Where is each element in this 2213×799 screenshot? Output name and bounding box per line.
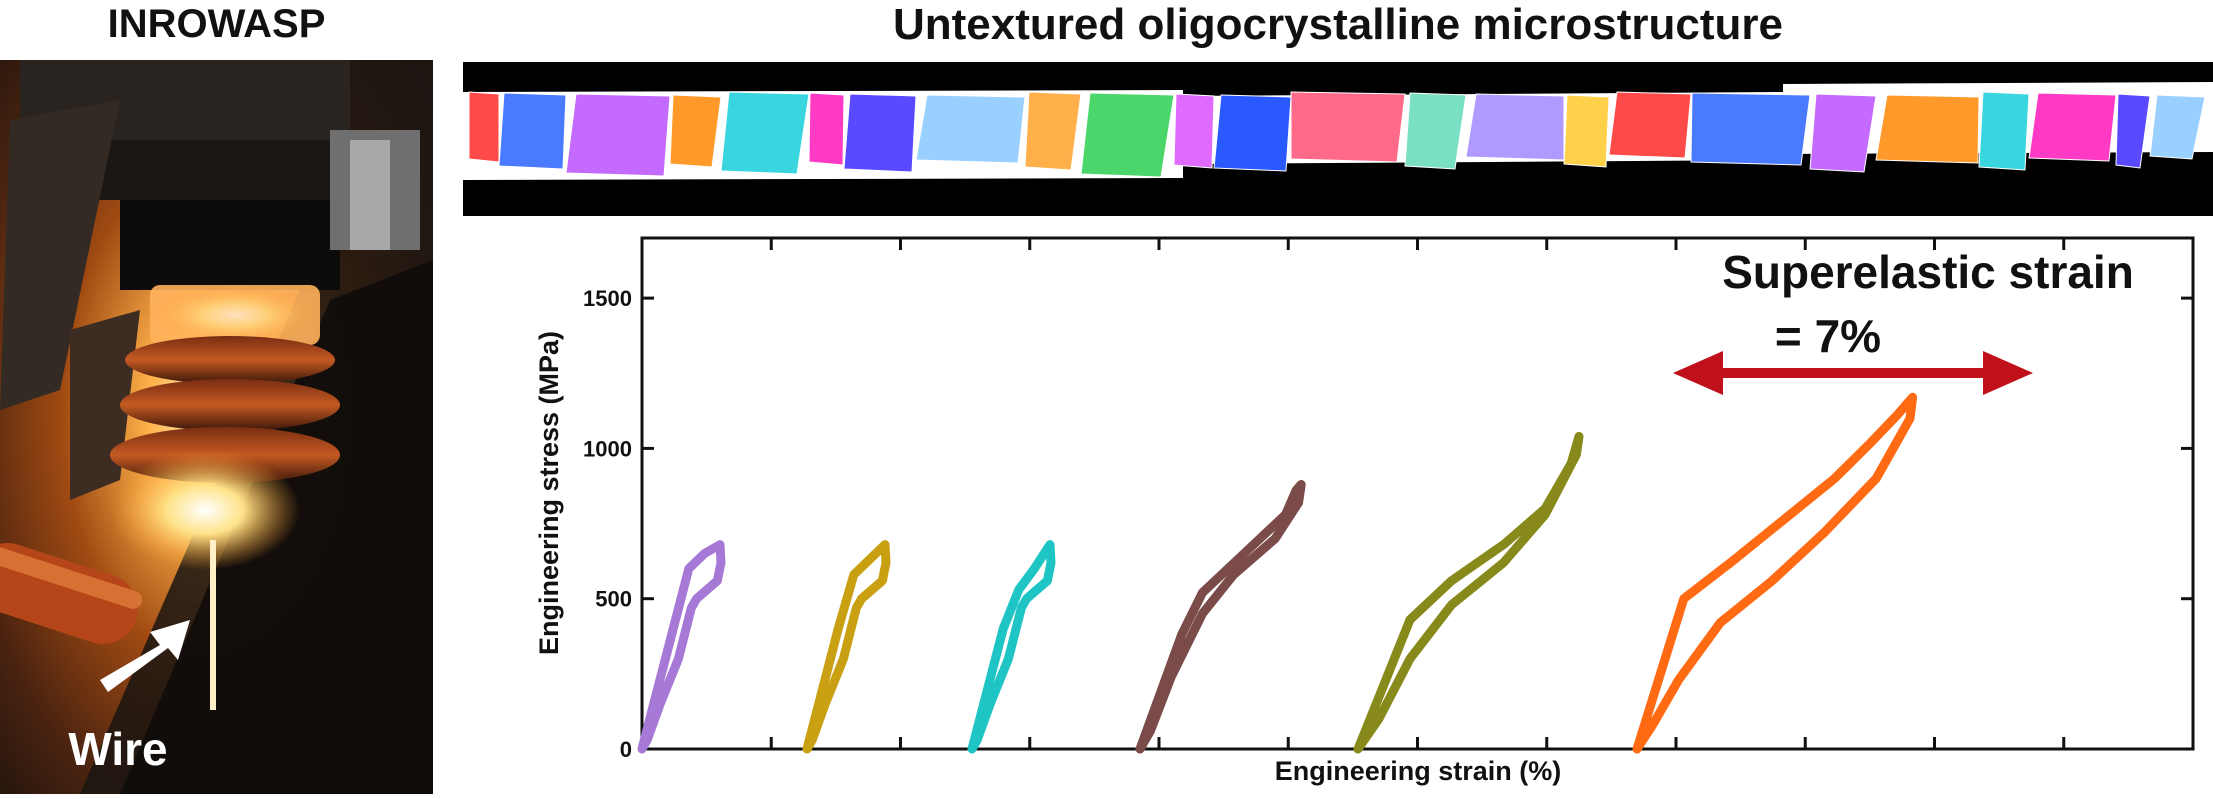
y-tick-label: 500 xyxy=(595,587,632,612)
microstructure-image xyxy=(463,62,2213,216)
stress-strain-chart: 0 500 1000 1500 Engineering stress (MPa) En… xyxy=(463,220,2213,794)
annotation-line2: = 7% xyxy=(1775,310,1881,362)
grain xyxy=(843,93,917,173)
grain xyxy=(1690,92,1811,166)
grain xyxy=(1024,91,1082,171)
grain xyxy=(915,94,1026,164)
wire-label: Wire xyxy=(68,723,167,775)
grain xyxy=(565,93,671,177)
series-loop-2 xyxy=(802,540,891,754)
annotation-line1: Superelastic strain xyxy=(1722,246,2134,298)
grain xyxy=(720,91,810,175)
y-tick-label: 1500 xyxy=(583,286,632,311)
grain xyxy=(1875,94,1980,164)
grain xyxy=(2115,93,2151,169)
grain xyxy=(1213,94,1292,172)
grain xyxy=(1465,93,1565,161)
series-loop-1 xyxy=(637,540,726,754)
grain xyxy=(1978,91,2030,171)
series-loop-4 xyxy=(1135,480,1306,754)
inrowasp-photo-image: Wire xyxy=(0,60,433,794)
grain xyxy=(1404,92,1467,170)
plot-frame xyxy=(640,236,2195,751)
x-axis-label: Engineering strain (%) xyxy=(1275,756,1562,786)
grain xyxy=(1290,91,1406,163)
grain xyxy=(2028,92,2117,162)
x-axis xyxy=(769,238,2066,749)
inrowasp-photo: Wire xyxy=(0,60,433,794)
wire-arrow-icon xyxy=(100,620,190,692)
microstructure-title: Untextured oligocrystalline microstructu… xyxy=(893,0,1783,49)
grain xyxy=(498,92,567,170)
y-axis-label: Engineering stress (MPa) xyxy=(534,331,564,655)
grain xyxy=(1563,94,1610,168)
grain xyxy=(669,94,722,168)
grain xyxy=(808,92,845,166)
series-group xyxy=(637,392,1918,754)
y-tick-label: 1000 xyxy=(583,436,632,461)
grain xyxy=(468,91,500,163)
grain xyxy=(1608,91,1692,159)
series-loop-5 xyxy=(1353,431,1584,754)
grain xyxy=(2149,94,2206,160)
grain xyxy=(1809,93,1877,173)
series-loop-3 xyxy=(967,540,1056,754)
photo-title: INROWASP xyxy=(107,2,326,46)
double-arrow-icon xyxy=(1673,351,2033,395)
series-loop-6 xyxy=(1632,392,1918,754)
grain xyxy=(1173,93,1215,169)
y-tick-label: 0 xyxy=(620,737,632,762)
grain-map xyxy=(468,91,2206,178)
grain xyxy=(1080,92,1175,178)
y-axis: 0 500 1000 1500 xyxy=(583,286,2193,762)
